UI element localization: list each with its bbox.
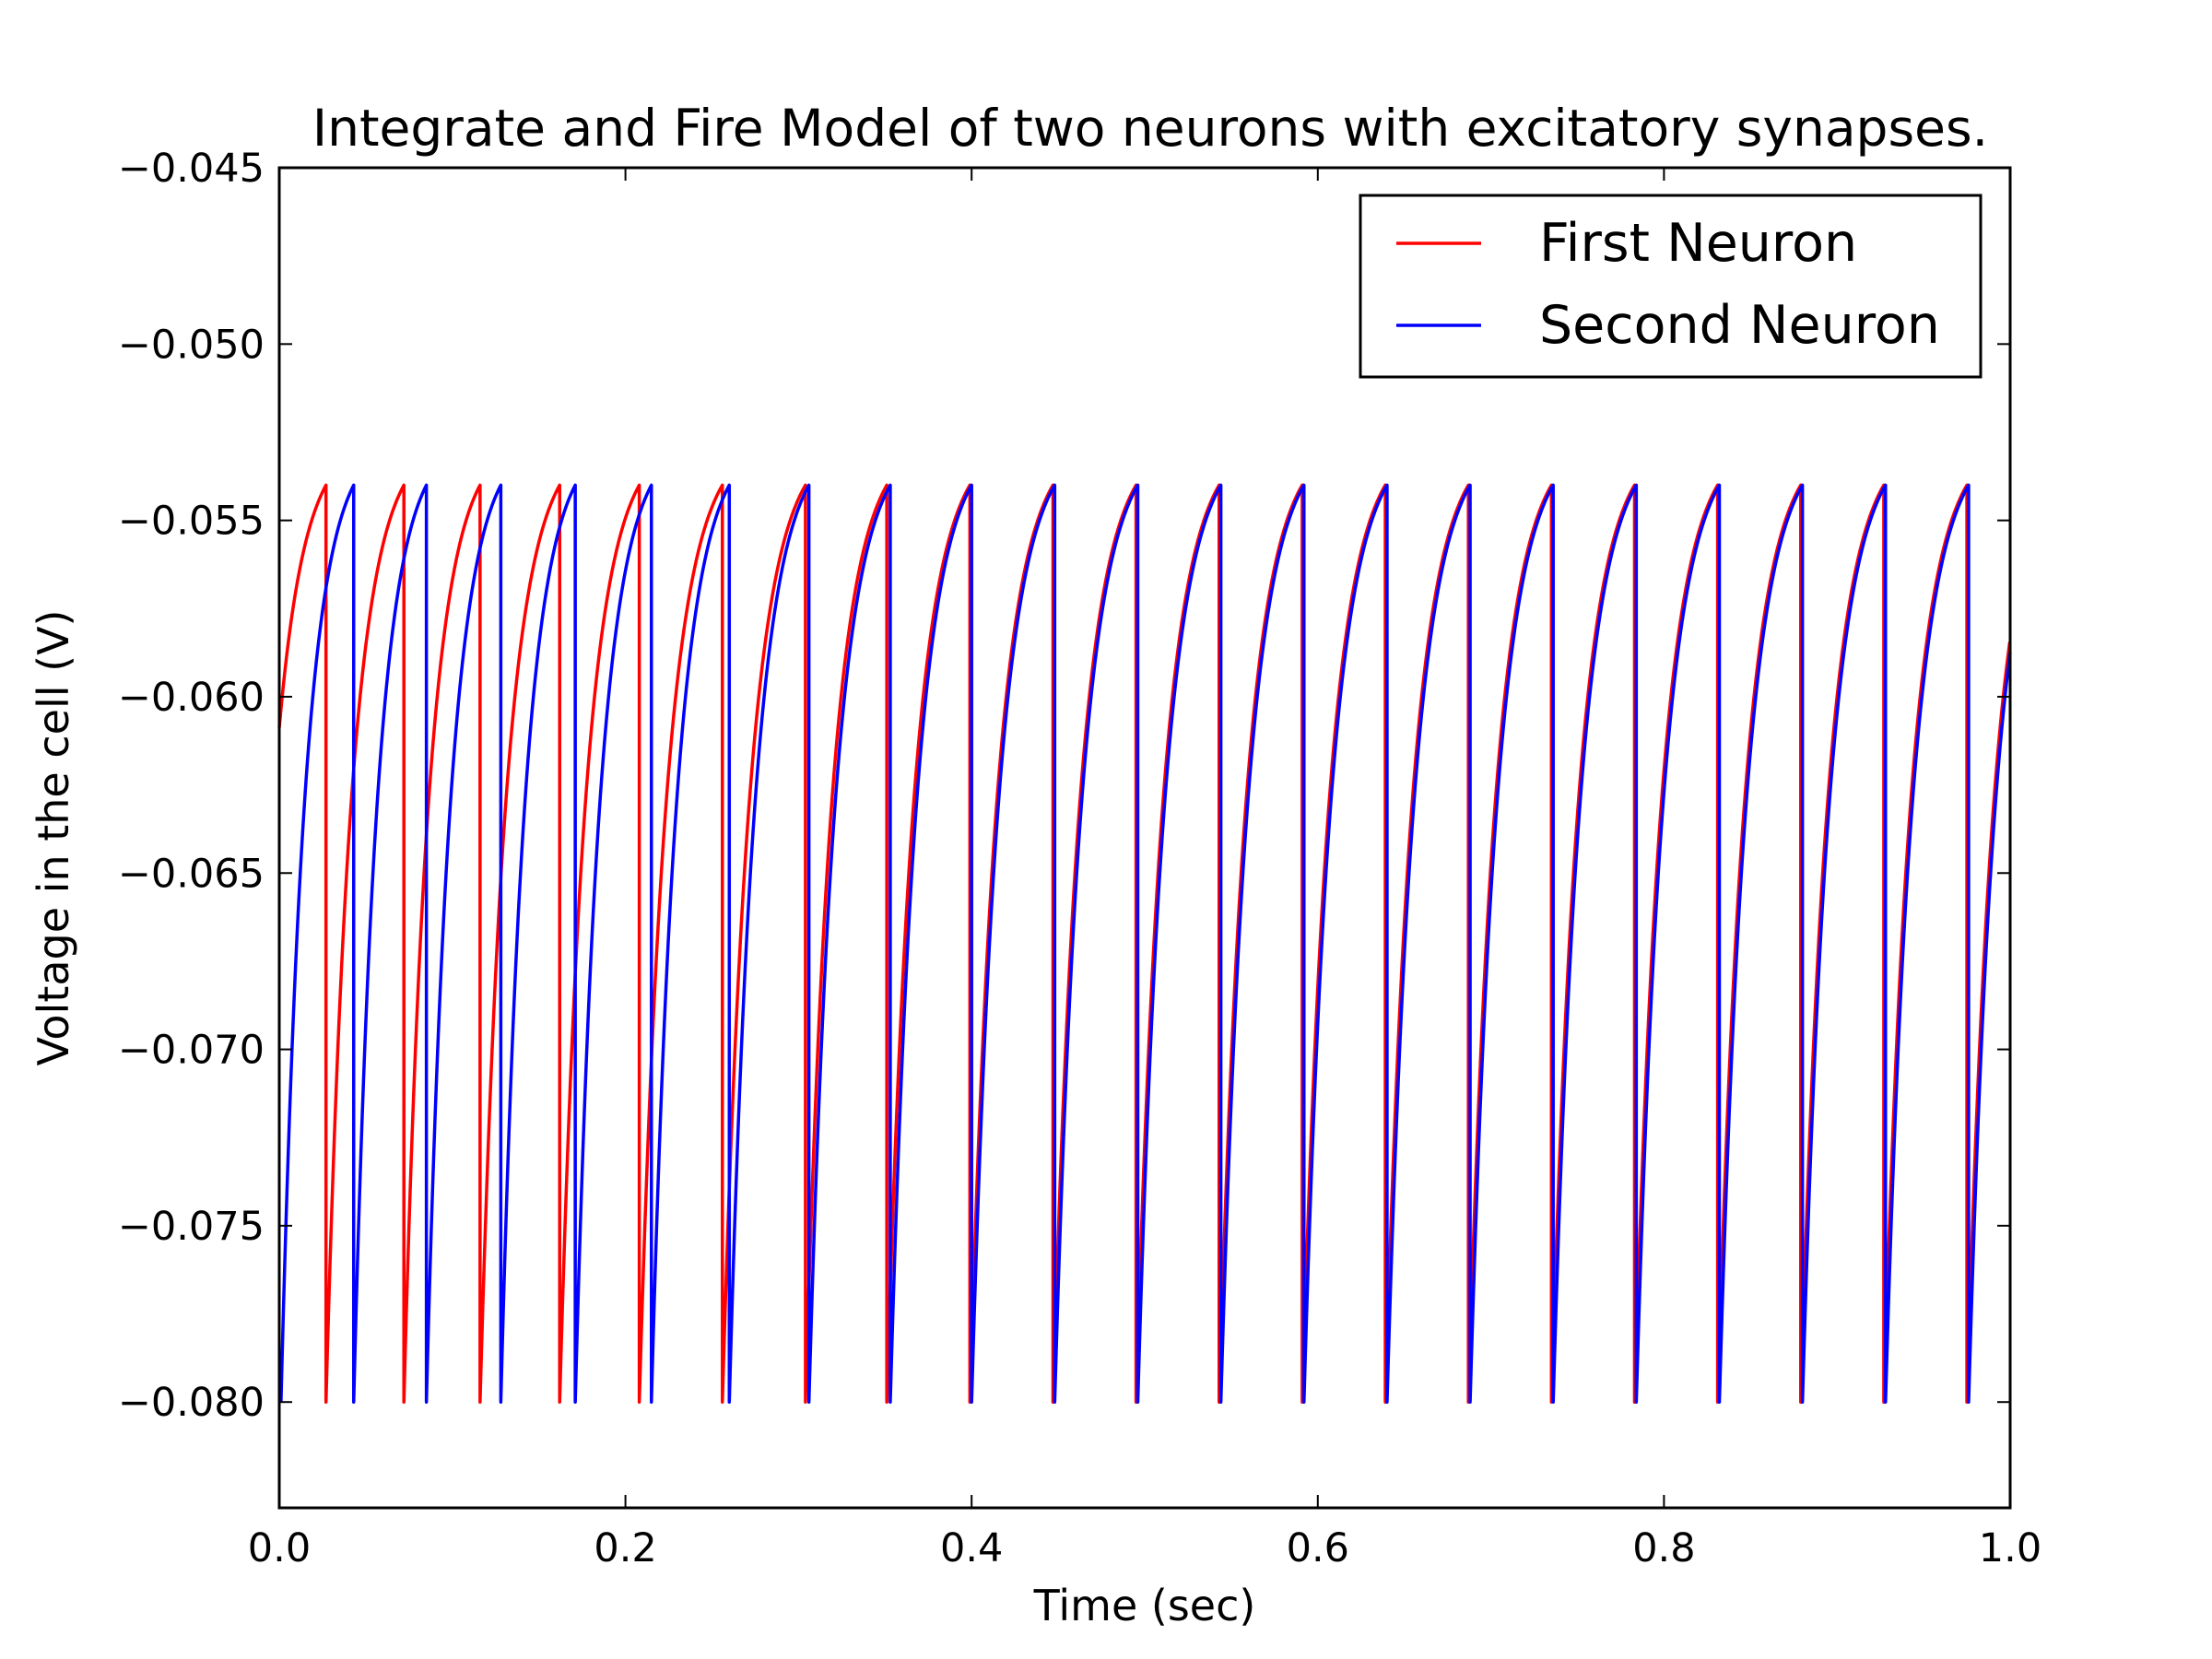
y-tick-label: −0.080: [118, 1380, 265, 1426]
y-axis-label: Voltage in the cell (V): [29, 610, 78, 1066]
x-tick-label: 0.6: [1287, 1525, 1349, 1571]
x-tick-label: 1.0: [1979, 1525, 2041, 1571]
plot-lines: [277, 483, 2012, 1404]
legend-label-first-neuron: First Neuron: [1539, 213, 1857, 274]
y-tick-label: −0.060: [118, 675, 265, 721]
series-line-second-neuron: [279, 483, 2012, 1404]
chart-title: Integrate and Fire Model of two neurons …: [312, 99, 1988, 158]
axis-ticks: 0.0 0.2 0.4 0.6 0.8 1.0 −0.045 −0.050 −0.055 −0.0…: [118, 146, 2041, 1571]
y-tick-label: −0.070: [118, 1028, 265, 1074]
y-tick-label: −0.050: [118, 322, 265, 368]
y-tick-label: −0.045: [118, 146, 265, 192]
legend-label-second-neuron: Second Neuron: [1539, 295, 1940, 356]
x-tick-label: 0.2: [594, 1525, 656, 1571]
plot-frame: [277, 166, 2012, 1510]
x-axis-label: Time (sec): [1033, 1581, 1256, 1630]
x-tick-label: 0.4: [940, 1525, 1003, 1571]
x-tick-label: 0.0: [248, 1525, 311, 1571]
y-tick-label: −0.055: [118, 499, 265, 545]
legend-frame: [1359, 194, 1983, 379]
series-line-first-neuron: [277, 483, 2012, 1404]
legend: First Neuron Second Neuron: [1359, 194, 1983, 379]
x-tick-label: 0.8: [1632, 1525, 1695, 1571]
y-tick-label: −0.065: [118, 851, 265, 897]
y-tick-label: −0.075: [118, 1204, 265, 1250]
